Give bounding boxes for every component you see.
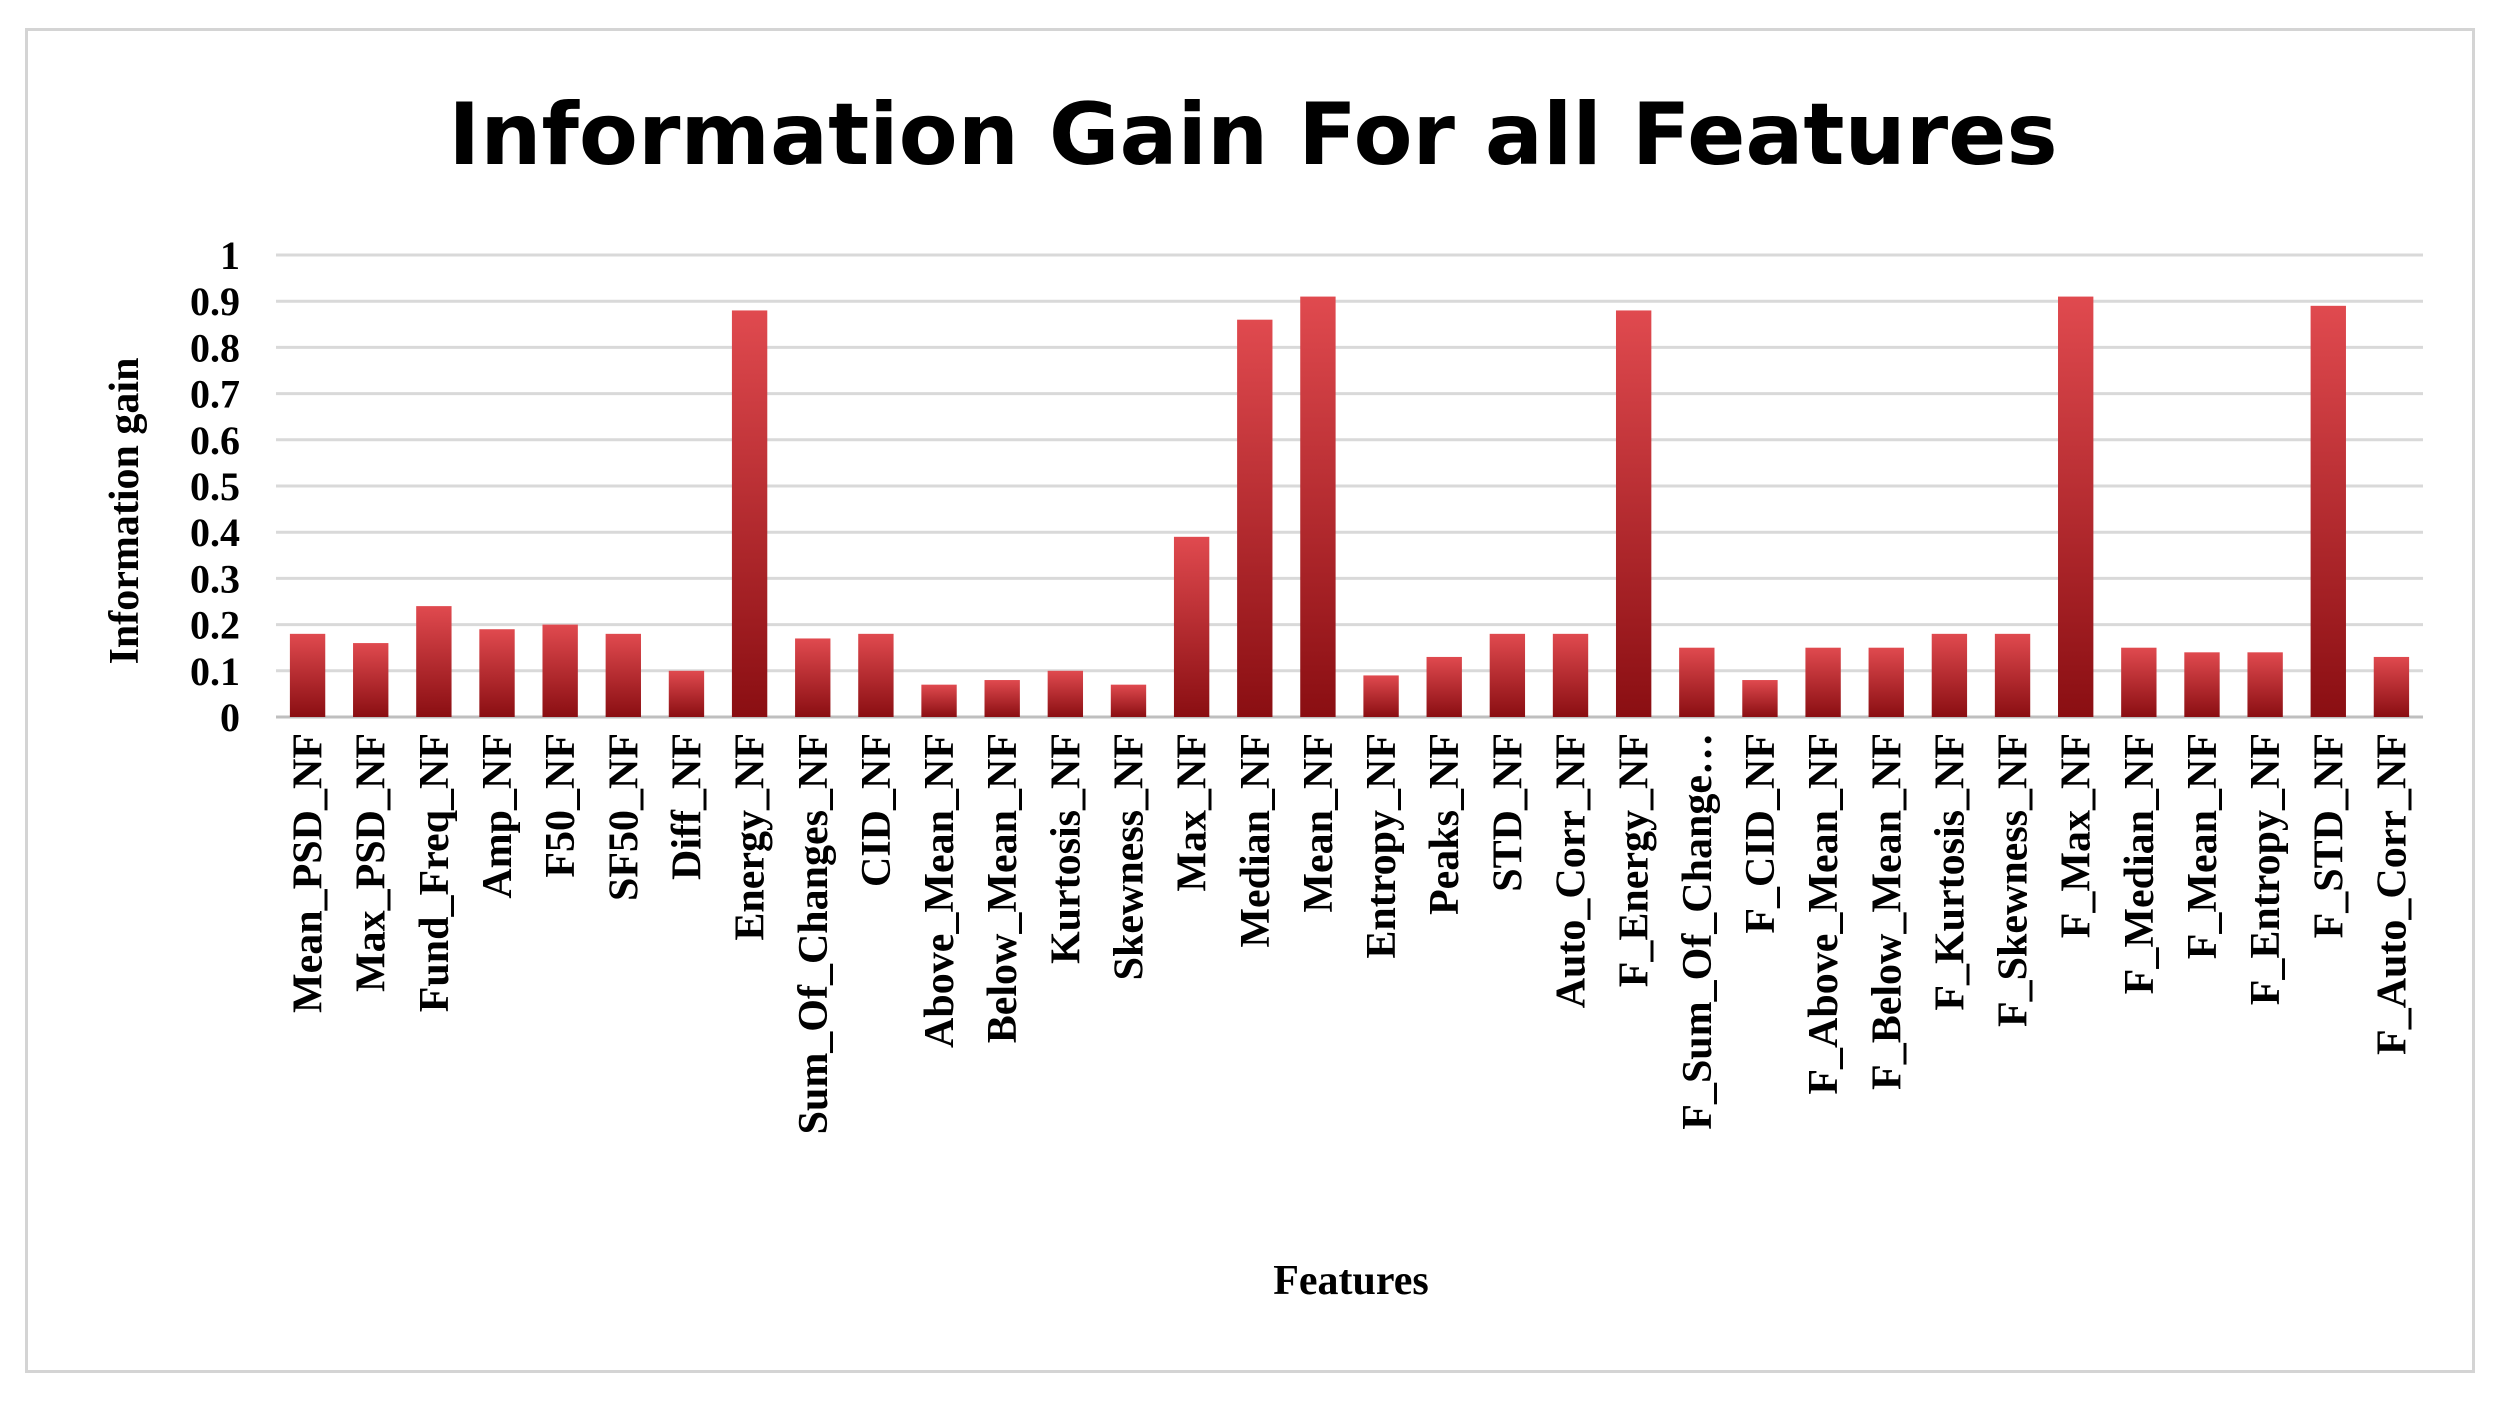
chart-frame: Information Gain For all Features 0 0.1 0.… bbox=[25, 28, 2475, 1373]
x-tick-label: Energy_NF bbox=[728, 733, 774, 941]
bar bbox=[668, 670, 705, 717]
x-tick-label: Mean_PSD_NF bbox=[286, 733, 332, 1013]
x-tick-label: F_CID_NF bbox=[1738, 733, 1784, 934]
bar bbox=[1552, 633, 1589, 717]
y-tick-label: 0.3 bbox=[190, 556, 240, 601]
x-tick-label: F_Max_NF bbox=[2054, 733, 2100, 938]
bar bbox=[1426, 656, 1462, 717]
bar bbox=[2310, 305, 2346, 717]
y-tick-label: 0.2 bbox=[190, 603, 240, 648]
y-tick-label: 0.4 bbox=[190, 510, 240, 555]
y-tick-label: 0 bbox=[220, 695, 240, 740]
x-tick-label: Diff_NF bbox=[664, 733, 710, 880]
bar bbox=[795, 638, 831, 717]
bar bbox=[1047, 670, 1084, 717]
bar bbox=[479, 629, 515, 717]
y-tick-label: 0.5 bbox=[190, 464, 240, 509]
bar bbox=[1805, 647, 1841, 717]
bar bbox=[416, 606, 452, 717]
y-tick-label: 0.7 bbox=[190, 372, 240, 417]
bar bbox=[1173, 536, 1210, 717]
y-tick-label: 0.9 bbox=[190, 279, 240, 324]
x-tick-label: Kurtosis_NF bbox=[1043, 733, 1089, 964]
bar bbox=[353, 643, 389, 717]
x-tick-label: Max_NF bbox=[1170, 733, 1216, 892]
x-tick-label: STD_NF bbox=[1485, 733, 1531, 892]
x-tick-label: CID_NF bbox=[854, 733, 900, 887]
x-tick-label: Sum_Of_Changes_NF bbox=[791, 733, 837, 1134]
bar bbox=[921, 684, 957, 717]
bar bbox=[1994, 633, 2031, 717]
bar bbox=[1742, 680, 1778, 717]
bar bbox=[2247, 652, 2283, 717]
bar bbox=[2121, 647, 2157, 717]
x-tick-label: F_Entropy_NF bbox=[2243, 733, 2289, 1005]
bars-layer bbox=[289, 296, 2410, 717]
bar bbox=[1237, 319, 1273, 717]
x-tick-label: F_Below_Mean_NF bbox=[1864, 733, 1910, 1090]
bar bbox=[289, 633, 326, 717]
bar bbox=[1679, 647, 1715, 717]
bar bbox=[731, 310, 768, 717]
x-tick-label: F_Sum_Of_Change… bbox=[1675, 733, 1721, 1130]
chart-svg: Information Gain For all Features 00.10.… bbox=[102, 85, 2423, 1304]
bar bbox=[1868, 647, 1904, 717]
x-tick-label: F_Auto_Corr_NF bbox=[2369, 733, 2415, 1055]
y-tick-label: 0.8 bbox=[190, 325, 240, 370]
bar bbox=[858, 633, 894, 717]
x-tick-label: F_Median_NF bbox=[2117, 733, 2163, 994]
bar bbox=[1489, 633, 1526, 717]
y-axis-ticks: 00.10.20.30.40.50.60.70.80.91 bbox=[190, 233, 240, 740]
x-tick-label: SF50_NF bbox=[601, 733, 647, 901]
x-tick-label: Fund_Freq_NF bbox=[412, 733, 458, 1012]
x-tick-label: Auto_Corr_NF bbox=[1549, 733, 1595, 1008]
x-tick-label: F_Mean_NF bbox=[2180, 733, 2226, 959]
x-tick-label: Mean_NF bbox=[1296, 733, 1342, 913]
y-tick-label: 0.1 bbox=[190, 649, 240, 694]
x-tick-label: F_Above_Mean_NF bbox=[1801, 733, 1847, 1095]
y-tick-label: 1 bbox=[220, 233, 240, 278]
bar bbox=[2058, 296, 2094, 717]
bar bbox=[2184, 652, 2220, 717]
x-tick-label: F_Skewness_NF bbox=[1991, 733, 2037, 1027]
y-axis-title: Information gain bbox=[102, 358, 148, 665]
grid-layer bbox=[276, 253, 2423, 719]
x-tick-label: Median_NF bbox=[1233, 733, 1279, 948]
x-tick-label: Entropy_NF bbox=[1359, 733, 1405, 959]
x-tick-label: Skewness_NF bbox=[1106, 733, 1152, 980]
bar bbox=[1363, 675, 1399, 717]
chart-title: Information Gain For all Features bbox=[448, 85, 2057, 185]
x-axis-title: Features bbox=[1273, 1258, 1429, 1304]
bar bbox=[1931, 633, 1968, 717]
x-tick-label: Max_PSD_NF bbox=[349, 733, 395, 992]
bar bbox=[984, 680, 1020, 717]
x-axis-labels: Mean_PSD_NF Max_PSD_NF Fund_Freq_NF Amp_NF F… bbox=[286, 733, 2416, 1134]
x-tick-label: Peaks_NF bbox=[1422, 733, 1468, 915]
bar bbox=[1615, 310, 1652, 717]
bar bbox=[542, 624, 578, 717]
x-tick-label: F_Kurtosis_NF bbox=[1927, 733, 1973, 1011]
x-tick-label: Amp_NF bbox=[475, 733, 521, 899]
bar bbox=[1110, 684, 1147, 717]
x-tick-label: F50_NF bbox=[538, 733, 584, 878]
bar bbox=[1300, 296, 1336, 717]
x-tick-label: Below_Mean_NF bbox=[980, 733, 1026, 1043]
x-tick-label: Above_Mean_NF bbox=[917, 733, 963, 1048]
x-tick-label: F_Energy_NF bbox=[1612, 733, 1658, 987]
y-tick-label: 0.6 bbox=[190, 418, 240, 463]
x-tick-label: F_STD_NF bbox=[2306, 733, 2352, 938]
bar bbox=[605, 633, 641, 717]
bar bbox=[2373, 656, 2410, 717]
